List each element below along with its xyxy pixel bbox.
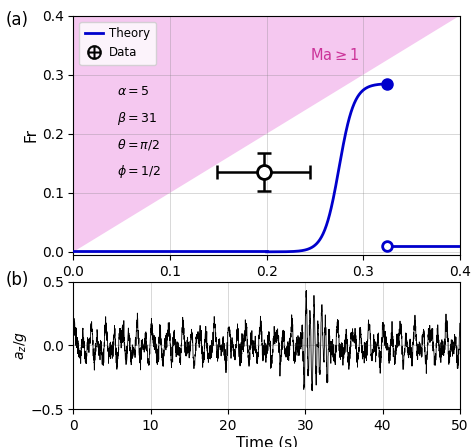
Text: (b): (b) [6,271,29,289]
Legend: Theory, Data: Theory, Data [79,21,156,65]
Text: $\phi = 1/2$: $\phi = 1/2$ [117,163,161,180]
X-axis label: $\mathrm{Fr}_\omega$: $\mathrm{Fr}_\omega$ [254,281,280,300]
Text: $\beta = 31$: $\beta = 31$ [117,110,157,127]
X-axis label: Time (s): Time (s) [236,435,298,447]
Text: $\mathrm{Ma} \geq 1$: $\mathrm{Ma} \geq 1$ [310,47,359,63]
Y-axis label: Fr: Fr [24,128,39,142]
Y-axis label: $a_z/g$: $a_z/g$ [12,331,29,360]
Polygon shape [73,16,460,252]
Text: (a): (a) [6,11,29,29]
Text: $\theta = \pi/2$: $\theta = \pi/2$ [117,137,160,152]
Text: $\alpha = 5$: $\alpha = 5$ [117,85,149,98]
